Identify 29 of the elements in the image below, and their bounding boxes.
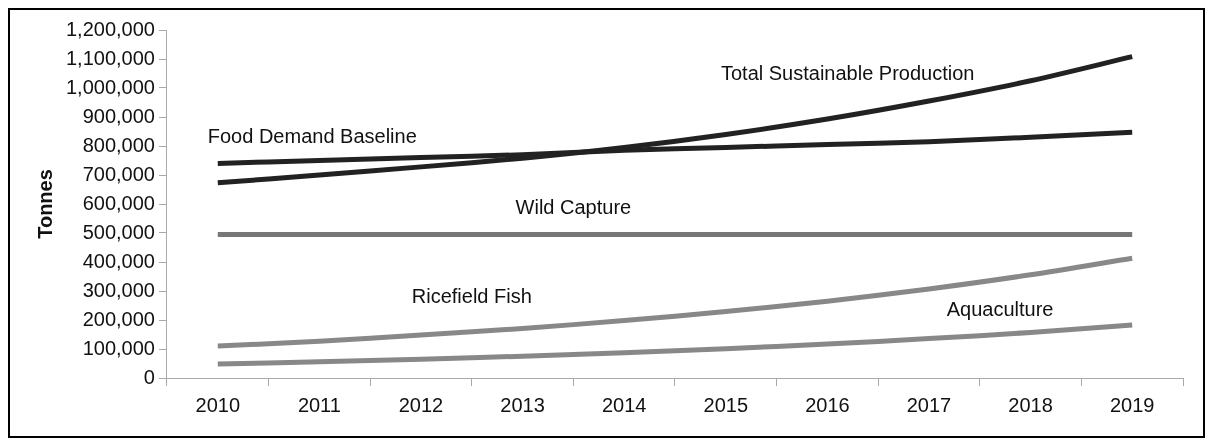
y-tick-label: 700,000 (82, 162, 155, 185)
y-tick-label: 1,100,000 (65, 46, 155, 69)
y-tick-label: 800,000 (82, 133, 155, 156)
series-label: Total Sustainable Production (720, 61, 975, 84)
y-tick-label: 400,000 (82, 249, 155, 272)
x-tick-label: 2018 (1008, 393, 1053, 416)
series-label: Ricefield Fish (411, 285, 532, 308)
y-tick-label: 1,000,000 (65, 75, 155, 98)
y-tick-label: 500,000 (82, 220, 155, 243)
y-tick-label: 600,000 (82, 191, 155, 214)
x-tick-label: 2014 (601, 393, 647, 416)
series-label: Wild Capture (515, 196, 632, 219)
y-tick-label: 300,000 (82, 278, 155, 301)
y-tick-label: 1,200,000 (65, 17, 155, 40)
x-tick-label: 2016 (805, 393, 850, 416)
x-tick-label: 2012 (398, 393, 444, 416)
x-tick-label: 2015 (703, 393, 749, 416)
series-label: Aquaculture (946, 297, 1054, 320)
x-tick-label: 2019 (1109, 393, 1155, 416)
x-tick-label: 2013 (500, 393, 545, 416)
y-tick-label: 100,000 (82, 336, 155, 359)
y-tick-label: 900,000 (82, 104, 155, 127)
x-tick-label: 2017 (906, 393, 952, 416)
y-axis-title: Tonnes (33, 169, 56, 239)
x-tick-label: 2010 (195, 393, 241, 416)
y-tick-label: 200,000 (82, 307, 155, 330)
x-tick-label: 2011 (297, 393, 341, 416)
y-tick-label: 0 (143, 365, 155, 388)
series-label: Food Demand Baseline (207, 125, 417, 148)
